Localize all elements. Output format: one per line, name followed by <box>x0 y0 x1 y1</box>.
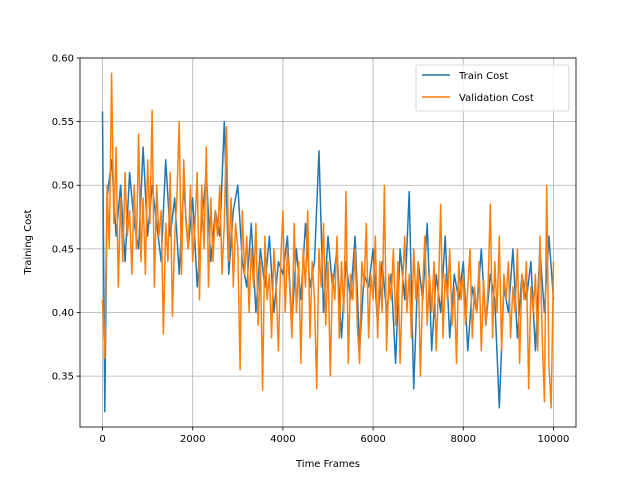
y-tick-label: 0.60 <box>52 54 74 65</box>
x-axis-label: Time Frames <box>295 459 360 470</box>
series-line-validation-cost <box>101 72 555 409</box>
legend-box <box>415 64 570 112</box>
x-tick-label: 4000 <box>270 434 295 445</box>
x-axis-ticks: 0 2000 4000 6000 8000 10000 <box>99 427 569 445</box>
x-tick-label: 0 <box>99 434 105 445</box>
y-tick-label: 0.50 <box>52 181 74 192</box>
legend-label: Validation Cost <box>459 93 534 104</box>
legend: Train Cost Validation Cost <box>415 64 570 112</box>
y-tick-label: 0.45 <box>52 244 74 255</box>
x-tick-label: 10000 <box>538 434 570 445</box>
x-tick-label: 2000 <box>180 434 205 445</box>
x-tick-label: 8000 <box>451 434 476 445</box>
y-tick-label: 0.40 <box>52 308 74 319</box>
y-tick-label: 0.35 <box>52 372 74 383</box>
plot-frame <box>79 57 577 428</box>
legend-label: Train Cost <box>458 71 508 82</box>
x-tick-label: 6000 <box>360 434 385 445</box>
y-tick-label: 0.55 <box>52 117 74 128</box>
y-axis-ticks: 0.35 0.40 0.45 0.50 0.55 0.60 <box>52 54 80 383</box>
series-lines <box>101 72 555 413</box>
y-axis-label: Training Cost <box>23 209 34 275</box>
